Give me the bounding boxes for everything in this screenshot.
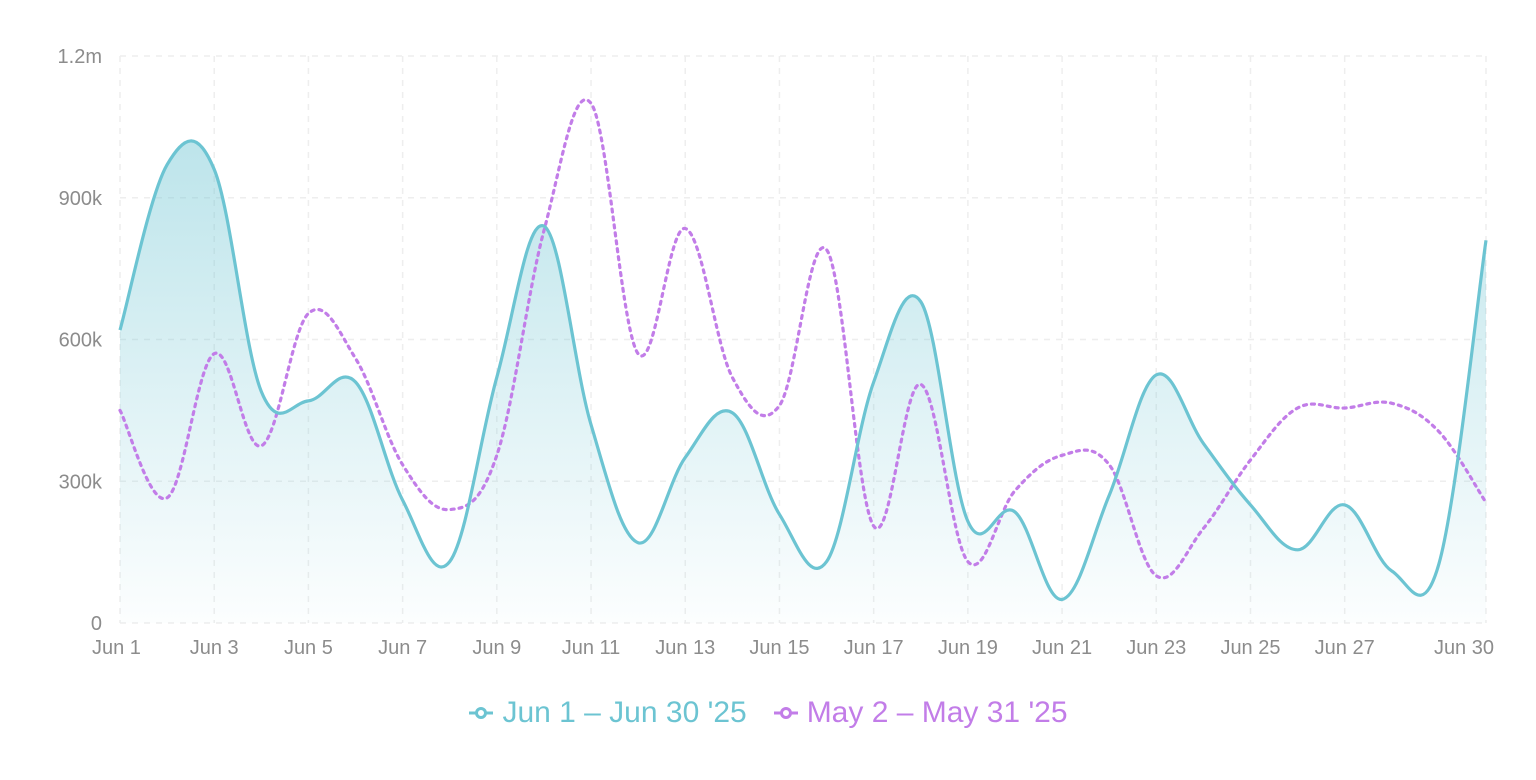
- series-current-point[interactable]: [350, 376, 362, 388]
- series-previous-point[interactable]: [726, 371, 738, 383]
- x-tick-label: Jun 3: [190, 637, 239, 659]
- series-current-point[interactable]: [962, 515, 974, 527]
- series-previous-point[interactable]: [302, 308, 314, 320]
- series-current-point[interactable]: [1244, 499, 1256, 511]
- series-previous-point[interactable]: [632, 348, 644, 360]
- legend-item-previous[interactable]: May 2 – May 31 '25: [773, 696, 1068, 730]
- series-previous-point[interactable]: [821, 244, 833, 256]
- series-previous-point[interactable]: [1244, 454, 1256, 466]
- series-previous-point[interactable]: [915, 378, 927, 390]
- series-previous-point[interactable]: [114, 404, 126, 416]
- x-tick-label: Jun 5: [284, 637, 333, 659]
- x-tick-label: Jun 1: [92, 637, 141, 659]
- series-previous-point[interactable]: [1292, 402, 1304, 414]
- legend-current-label: Jun 1 – Jun 30 '25: [502, 696, 747, 729]
- series-previous-point[interactable]: [679, 222, 691, 234]
- series-current-point[interactable]: [444, 556, 456, 568]
- series-current-point[interactable]: [585, 419, 597, 431]
- series-previous-point[interactable]: [1339, 402, 1351, 414]
- series-previous-point[interactable]: [585, 97, 597, 109]
- series-previous-point[interactable]: [397, 459, 409, 471]
- y-tick-label: 0: [91, 613, 102, 635]
- series-previous-point[interactable]: [1386, 397, 1398, 409]
- series-previous-point[interactable]: [208, 348, 220, 360]
- series-previous-point[interactable]: [538, 225, 550, 237]
- series-previous-point[interactable]: [350, 352, 362, 364]
- series-current-point[interactable]: [1103, 489, 1115, 501]
- series-previous-point[interactable]: [1197, 523, 1209, 535]
- series-current-point[interactable]: [208, 163, 220, 175]
- series-current-point[interactable]: [868, 376, 880, 388]
- series-current-point[interactable]: [773, 508, 785, 520]
- series-current-point[interactable]: [255, 385, 267, 397]
- series-previous-point[interactable]: [1150, 570, 1162, 582]
- y-tick-label: 600k: [59, 330, 103, 352]
- series-current-point[interactable]: [397, 494, 409, 506]
- series-current-point[interactable]: [1197, 437, 1209, 449]
- x-tick-label: Jun 21: [1032, 637, 1092, 659]
- series-current-point[interactable]: [915, 296, 927, 308]
- series-current-point[interactable]: [679, 452, 691, 464]
- legend: Jun 1 – Jun 30 '25 May 2 – May 31 '25: [0, 696, 1536, 730]
- x-tick-label: Jun 9: [472, 637, 521, 659]
- series-current-point[interactable]: [1339, 499, 1351, 511]
- x-tick-label: Jun 11: [562, 637, 621, 659]
- series-previous-point[interactable]: [1103, 459, 1115, 471]
- y-axis: 0 300k 600k 900k 1.2m: [58, 46, 103, 635]
- legend-previous-label: May 2 – May 31 '25: [806, 696, 1068, 729]
- series-layer: [114, 97, 1492, 623]
- series-current-point[interactable]: [1292, 544, 1304, 556]
- series-current-point[interactable]: [726, 407, 738, 419]
- series-current-point[interactable]: [1150, 369, 1162, 381]
- x-tick-label: Jun 7: [378, 637, 427, 659]
- series-current-area: [120, 140, 1486, 623]
- series-previous-point[interactable]: [1433, 426, 1445, 438]
- series-current-point[interactable]: [1480, 234, 1492, 246]
- series-previous-point[interactable]: [161, 492, 173, 504]
- series-previous-point[interactable]: [255, 440, 267, 452]
- series-current-point[interactable]: [491, 371, 503, 383]
- series-previous-point[interactable]: [444, 504, 456, 516]
- series-current-point[interactable]: [821, 556, 833, 568]
- y-tick-label: 1.2m: [58, 46, 102, 68]
- x-tick-label: Jun 17: [844, 637, 904, 659]
- legend-previous-marker-icon: [773, 707, 798, 719]
- series-current-point[interactable]: [632, 537, 644, 549]
- series-current-point[interactable]: [1056, 593, 1068, 605]
- x-tick-label: Jun 30: [1434, 637, 1494, 659]
- legend-current-marker-icon: [469, 707, 494, 719]
- series-current-point[interactable]: [114, 324, 126, 336]
- series-previous-point[interactable]: [773, 400, 785, 412]
- series-previous-point[interactable]: [1009, 485, 1021, 497]
- series-current-point[interactable]: [1386, 565, 1398, 577]
- x-axis: Jun 1 Jun 3 Jun 5 Jun 7 Jun 9 Jun 11 Jun 13 Jun…: [92, 637, 1494, 659]
- y-tick-label: 900k: [59, 188, 103, 210]
- series-current-point[interactable]: [161, 159, 173, 171]
- series-current-point[interactable]: [1433, 558, 1445, 570]
- series-previous-point[interactable]: [1480, 497, 1492, 509]
- series-current-line: [118, 139, 1488, 601]
- x-tick-label: Jun 15: [749, 637, 809, 659]
- x-tick-label: Jun 27: [1315, 637, 1375, 659]
- series-previous-line: [118, 98, 1488, 580]
- y-tick-label: 300k: [59, 471, 103, 493]
- x-tick-label: Jun 25: [1220, 637, 1280, 659]
- series-current-point[interactable]: [302, 395, 314, 407]
- x-tick-label: Jun 19: [938, 637, 998, 659]
- series-previous-point[interactable]: [491, 449, 503, 461]
- series-previous-point[interactable]: [1056, 449, 1068, 461]
- series-previous-point[interactable]: [868, 520, 880, 532]
- legend-item-current[interactable]: Jun 1 – Jun 30 '25: [468, 696, 747, 730]
- x-tick-label: Jun 13: [655, 637, 715, 659]
- series-current-point[interactable]: [1009, 506, 1021, 518]
- series-previous-point[interactable]: [962, 556, 974, 568]
- x-tick-label: Jun 23: [1126, 637, 1186, 659]
